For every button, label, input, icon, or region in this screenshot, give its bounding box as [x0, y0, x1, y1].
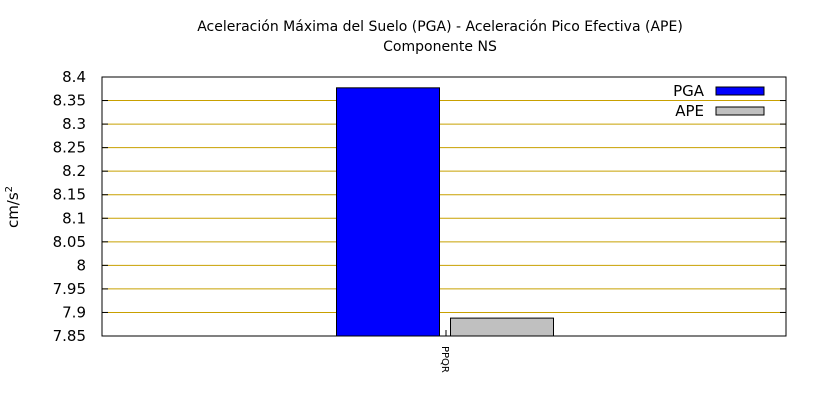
bar-ape [450, 317, 554, 337]
y-tick-label: 8.15 [53, 186, 86, 204]
y-axis-label-base: cm/s [4, 192, 22, 228]
y-tick-label: 8.3 [62, 115, 86, 133]
y-axis-ticks: 7.85 7.9 7.95 8 8.05 8.1 8.15 8.2 8.25 8.3 8.35 8.4 [53, 68, 786, 345]
legend: PGA APE [673, 82, 765, 120]
gridlines [102, 100, 786, 313]
plot-frame [101, 76, 787, 337]
legend-swatch-pga [715, 86, 765, 96]
chart-title: Aceleración Máxima del Suelo (PGA) - Ace… [197, 19, 683, 35]
y-tick-label: 8.4 [62, 68, 86, 86]
y-tick-label: 7.85 [53, 327, 86, 345]
y-tick-label: 8 [76, 256, 86, 274]
legend-label-pga: PGA [673, 82, 705, 100]
y-tick-label: 8.2 [62, 162, 86, 180]
x-tick-label: PPQR [439, 346, 450, 373]
y-tick-label: 8.35 [53, 92, 86, 110]
y-axis-label-exponent: 2 [4, 186, 15, 192]
x-axis-ticks: PPQR [439, 330, 450, 373]
y-axis-label: cm/s2 [4, 186, 22, 228]
bar-pga [336, 87, 440, 337]
chart-subtitle: Componente NS [383, 39, 497, 55]
legend-swatch-ape [715, 106, 765, 116]
y-tick-label: 8.1 [62, 209, 86, 227]
y-tick-label: 7.95 [53, 280, 86, 298]
y-tick-label: 8.05 [53, 233, 86, 251]
y-tick-label: 7.9 [62, 303, 86, 321]
bars [336, 87, 554, 337]
legend-label-ape: APE [675, 102, 704, 120]
y-tick-label: 8.25 [53, 139, 86, 157]
